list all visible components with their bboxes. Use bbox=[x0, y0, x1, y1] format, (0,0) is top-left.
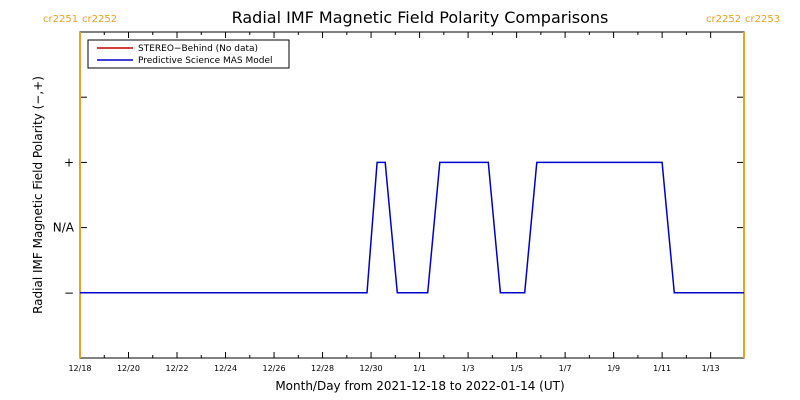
x-tick-label: 1/7 bbox=[559, 364, 572, 373]
series-group bbox=[80, 161, 744, 294]
legend-label-mas-model: Predictive Science MAS Model bbox=[138, 56, 273, 66]
carrington-rotation-lines bbox=[79, 32, 745, 358]
legend: STEREO−Behind (No data) Predictive Scien… bbox=[87, 39, 290, 69]
x-tick-label: 12/28 bbox=[311, 364, 334, 373]
y-tick-label: − bbox=[64, 286, 74, 300]
x-axis-ticks: 12/18 12/20 12/22 12/24 12/26 12/28 12/30 1/1 1/… bbox=[68, 32, 720, 373]
x-tick-label: 1/1 bbox=[413, 364, 426, 373]
x-tick-label: 1/13 bbox=[702, 364, 720, 373]
y-tick-label: + bbox=[64, 155, 74, 169]
y-axis-label: Radial IMF Magnetic Field Polarity (−,+) bbox=[31, 76, 45, 314]
x-tick-label: 12/22 bbox=[165, 364, 188, 373]
x-tick-label: 1/11 bbox=[653, 364, 671, 373]
legend-label-stereo-behind: STEREO−Behind (No data) bbox=[138, 44, 258, 54]
x-tick-label: 12/24 bbox=[214, 364, 237, 373]
carrington-label-start-left: cr2251 bbox=[43, 14, 78, 25]
carrington-label-start-right: cr2252 bbox=[82, 14, 117, 25]
x-tick-label: 12/30 bbox=[360, 364, 383, 373]
series-line-mas-model bbox=[80, 161, 744, 294]
y-tick-label: N/A bbox=[53, 221, 75, 235]
legend-box bbox=[87, 39, 290, 69]
x-tick-label: 1/5 bbox=[510, 364, 523, 373]
carrington-label-end-right: cr2253 bbox=[745, 14, 780, 25]
x-tick-label: 12/18 bbox=[68, 364, 91, 373]
x-tick-label: 1/3 bbox=[462, 364, 475, 373]
x-axis-label: Month/Day from 2021-12-18 to 2022-01-14 … bbox=[275, 379, 564, 393]
carrington-label-end-left: cr2252 bbox=[706, 14, 741, 25]
x-tick-label: 12/26 bbox=[263, 364, 286, 373]
chart-title: Radial IMF Magnetic Field Polarity Compa… bbox=[232, 8, 609, 27]
x-tick-label: 12/20 bbox=[117, 364, 140, 373]
x-tick-label: 1/9 bbox=[607, 364, 620, 373]
y-axis-ticks: + N/A − bbox=[53, 96, 744, 300]
